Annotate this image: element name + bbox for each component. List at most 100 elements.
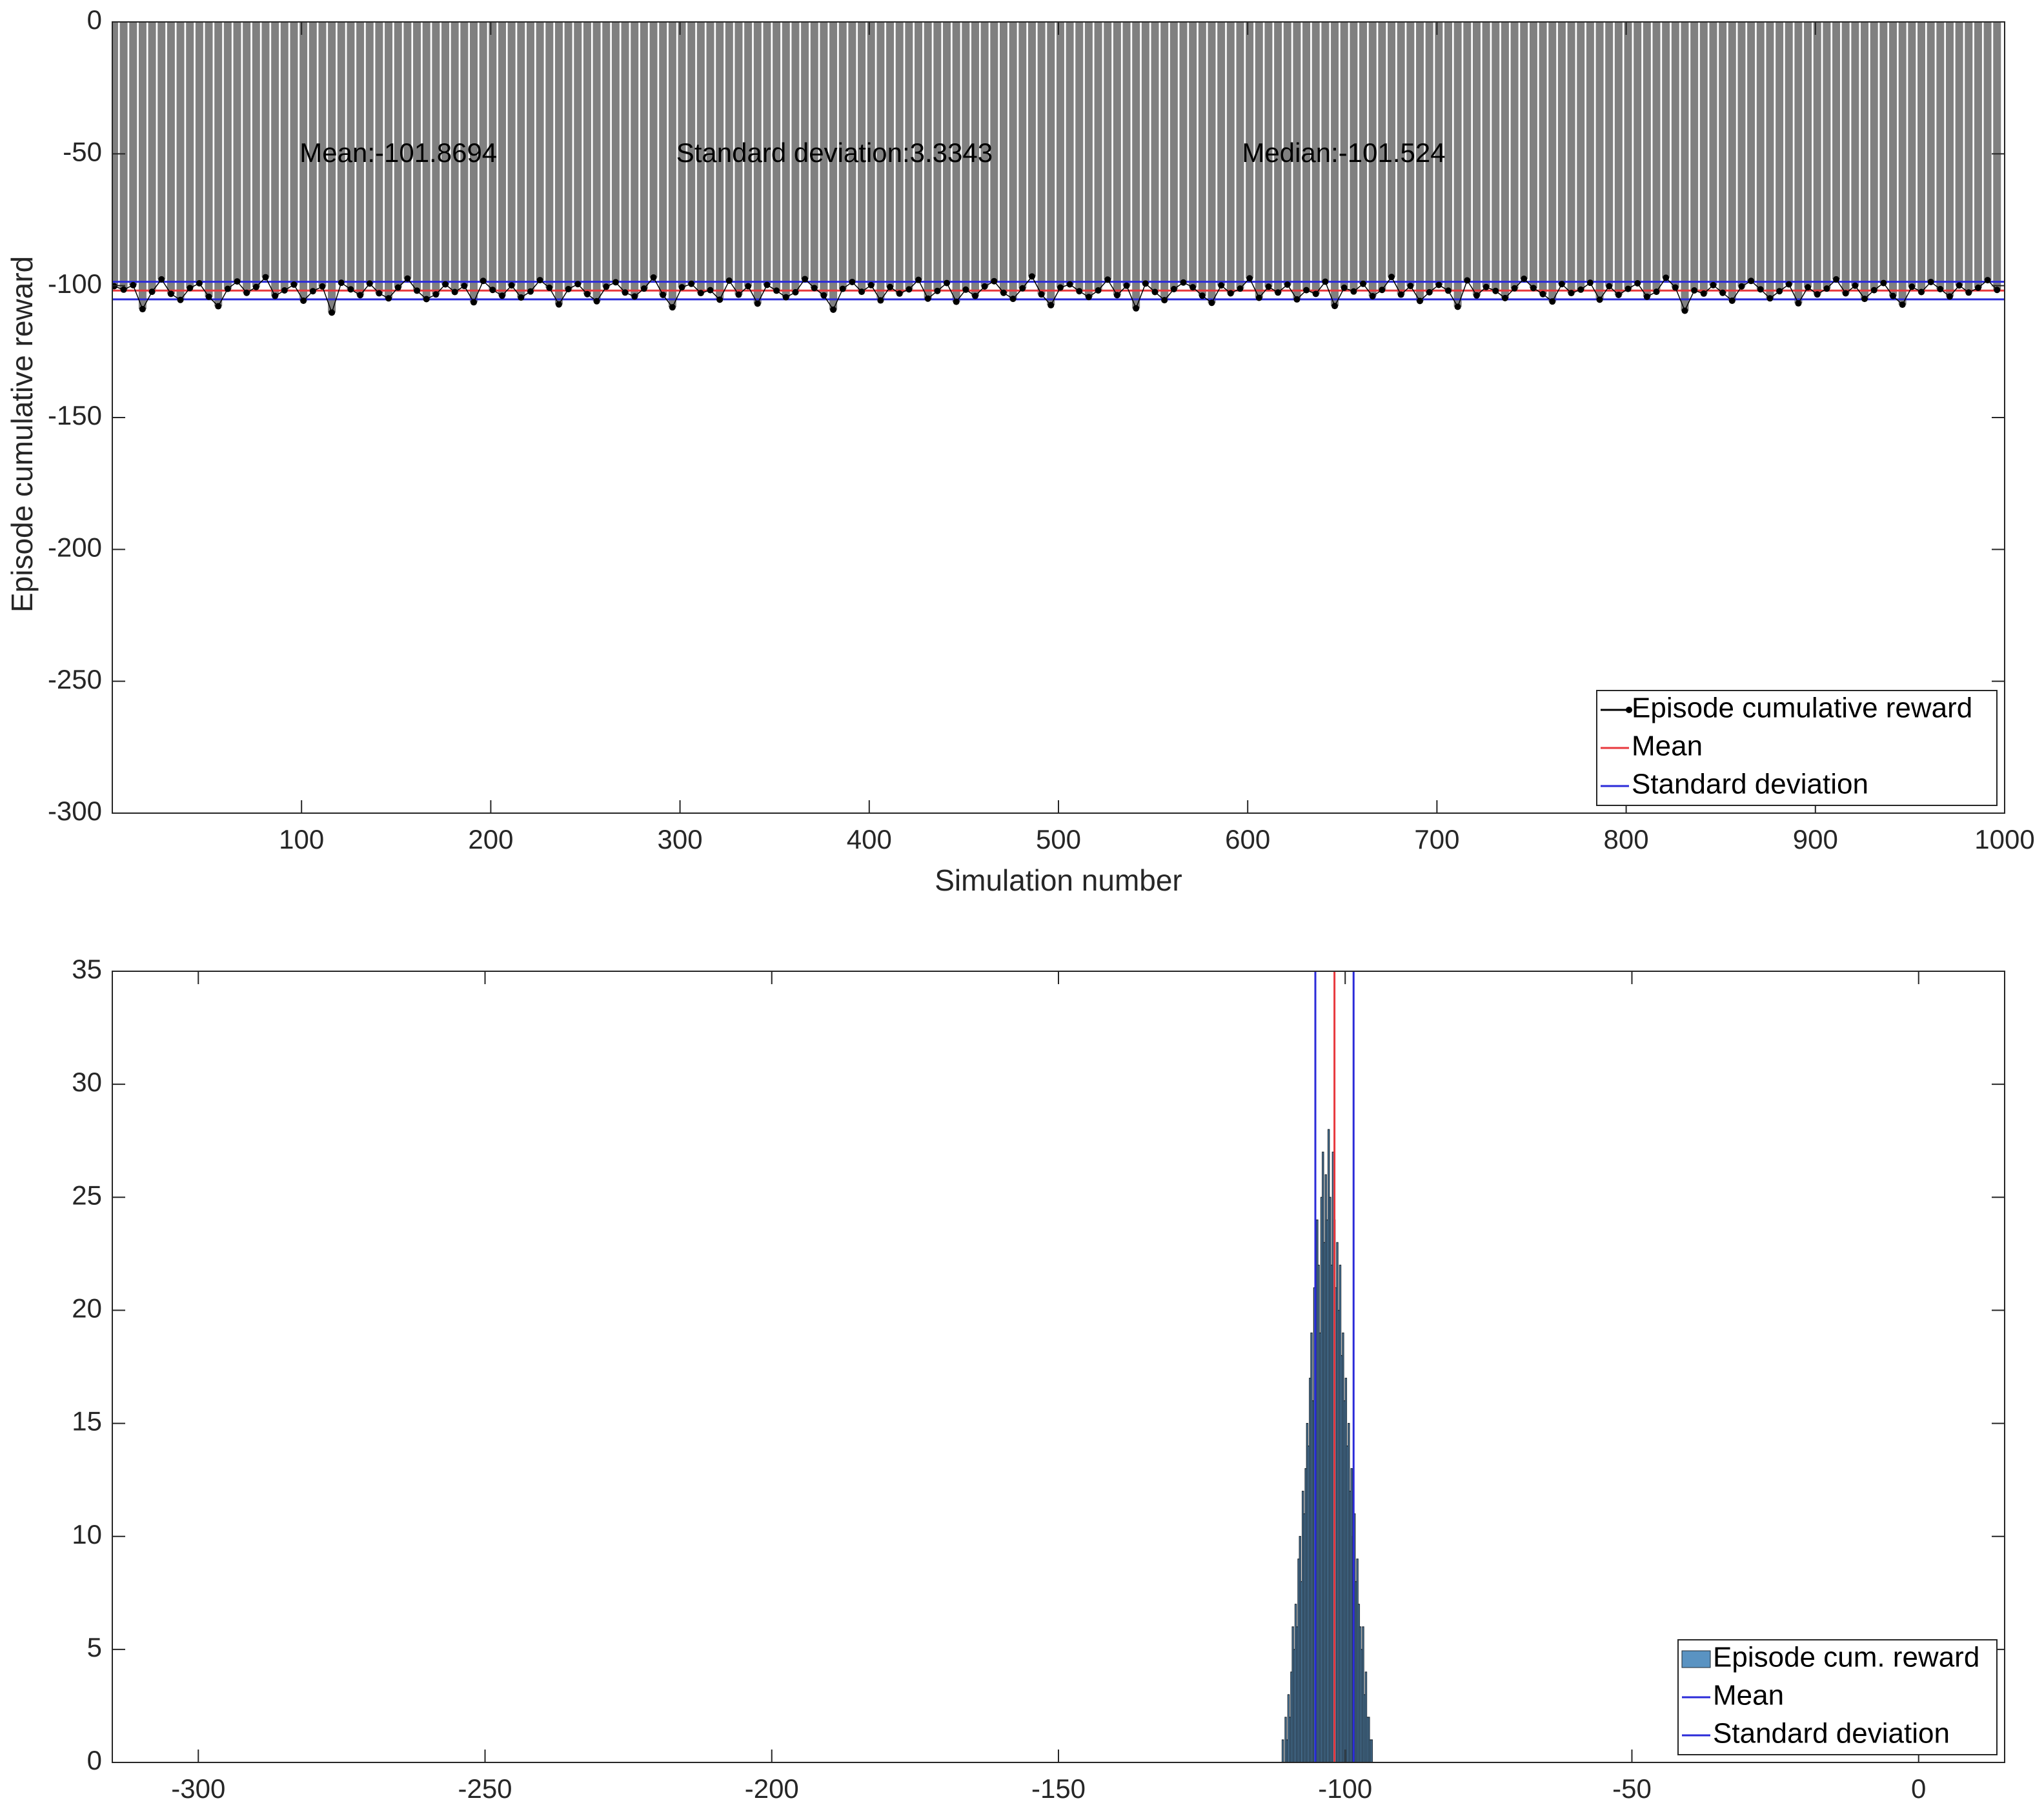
point (1691, 287, 1698, 294)
point (1265, 283, 1272, 290)
point (906, 286, 913, 293)
point (1880, 279, 1887, 287)
point (877, 297, 884, 304)
x-tick-label: 400 (847, 824, 892, 854)
point (300, 297, 307, 304)
point (915, 276, 922, 283)
point (1038, 291, 1045, 298)
point (1208, 299, 1215, 307)
point (442, 281, 449, 288)
legend-label: Mean (1632, 731, 1703, 762)
point (867, 281, 875, 288)
point (1444, 287, 1452, 294)
point (471, 299, 478, 306)
point (1227, 290, 1234, 297)
point (347, 286, 354, 293)
point (366, 280, 373, 287)
point (820, 292, 827, 299)
annotation: Mean:-101.8694 (299, 137, 497, 168)
point (1577, 286, 1584, 293)
point (962, 286, 969, 293)
x-tick-label: -250 (458, 1773, 512, 1804)
point (1312, 290, 1319, 298)
point (1009, 296, 1017, 303)
point (1748, 277, 1755, 285)
point (461, 283, 468, 290)
point (1624, 285, 1632, 292)
x-tick-label: -300 (171, 1773, 225, 1804)
point (1908, 283, 1916, 290)
point (574, 281, 582, 288)
y-tick-label: -250 (48, 664, 102, 694)
point (887, 283, 894, 290)
x-tick-label: -150 (1031, 1773, 1086, 1804)
point (1738, 283, 1745, 290)
point (120, 286, 127, 293)
point (1104, 276, 1111, 283)
point (1113, 292, 1120, 299)
point (1397, 291, 1404, 298)
point (1946, 293, 1953, 300)
legend-label: Standard deviation (1632, 769, 1868, 800)
legend-label: Mean (1713, 1680, 1784, 1711)
point (489, 287, 496, 294)
point (1482, 283, 1490, 290)
axes: -300 -250 -200 -150 -100 -50 0 100 200 300 400 500 6… (5, 5, 2035, 897)
point (1275, 289, 1282, 296)
point (1057, 284, 1064, 291)
point (1199, 292, 1206, 299)
point (1634, 279, 1641, 287)
point (1681, 307, 1688, 314)
legend-label: Episode cum. reward (1713, 1642, 1979, 1673)
point (414, 287, 421, 294)
x-tick-label: 700 (1414, 824, 1459, 854)
point (1085, 294, 1092, 301)
point (782, 294, 789, 301)
x-tick-label: -200 (745, 1773, 799, 1804)
x-tick-label: 500 (1036, 824, 1081, 854)
point (1974, 284, 1981, 291)
point (167, 290, 174, 298)
point (1322, 278, 1329, 285)
point (1341, 284, 1348, 291)
point (1766, 295, 1774, 302)
point (451, 288, 458, 296)
point (858, 288, 865, 296)
x-tick-label: -100 (1318, 1773, 1372, 1804)
point (1805, 284, 1812, 291)
point (1606, 283, 1613, 290)
x-tick-label: 800 (1604, 824, 1649, 854)
point (678, 284, 685, 291)
point (290, 281, 298, 288)
x-tick-label: 200 (468, 824, 513, 854)
legend-marker (1626, 707, 1632, 713)
point (1596, 296, 1603, 303)
y-tick-label: -50 (63, 136, 102, 166)
point (1757, 286, 1764, 293)
x-tick-label: -50 (1612, 1773, 1652, 1804)
point (262, 274, 269, 281)
point (991, 277, 998, 285)
point (480, 277, 487, 285)
point (1521, 276, 1528, 283)
point (1558, 281, 1565, 288)
point (518, 294, 525, 301)
point (1076, 288, 1083, 295)
y-tick-label: 25 (72, 1180, 102, 1210)
point (707, 287, 714, 294)
legend-label: Episode cumulative reward (1632, 692, 1972, 724)
legend-label: Standard deviation (1713, 1718, 1950, 1750)
point (536, 277, 543, 284)
point (1549, 298, 1556, 305)
point (716, 296, 723, 303)
point (953, 298, 960, 305)
point (1795, 300, 1802, 307)
point (773, 287, 780, 294)
point (745, 283, 752, 290)
point (944, 279, 951, 287)
point (1142, 280, 1149, 287)
point (1237, 285, 1244, 292)
point (688, 280, 695, 287)
point (1956, 282, 1963, 289)
point (660, 291, 667, 298)
